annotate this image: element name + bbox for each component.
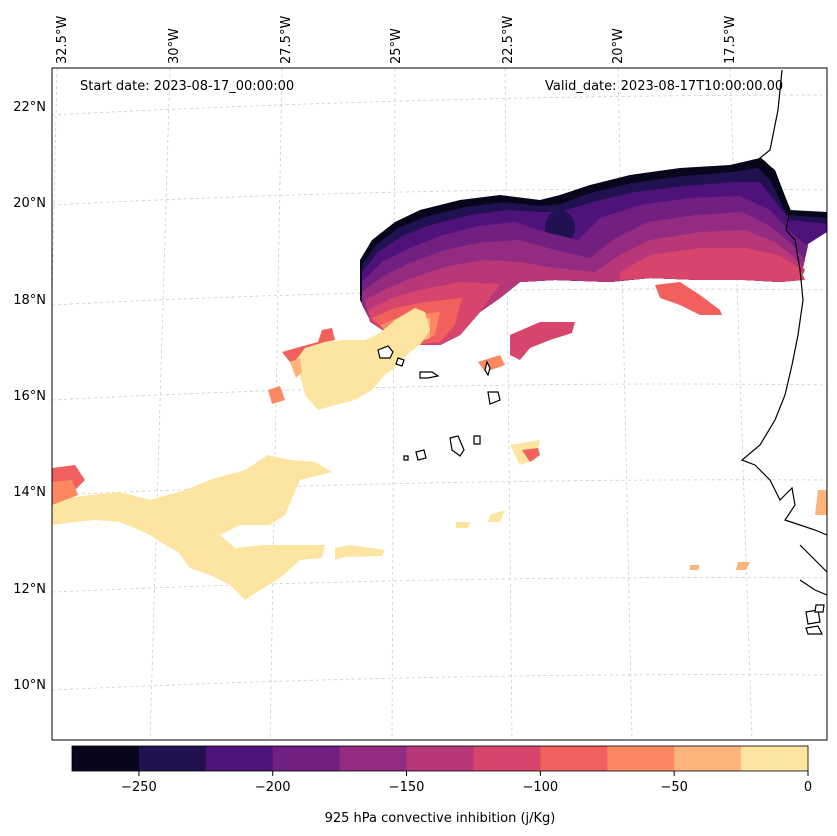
african-coastline [740, 69, 828, 596]
colorbar: −250 −200 −150 −100 −50 0 [71, 745, 812, 795]
island-brava [403, 455, 409, 461]
graticule [51, 67, 828, 741]
colorbar-tick-label: −200 [255, 780, 291, 795]
contour-small-1 [456, 522, 470, 528]
colorbar-frame [71, 745, 809, 772]
lon-label: 27.5°W [279, 16, 294, 64]
island-bissagos-1 [805, 609, 821, 625]
contour-patch-c [268, 386, 285, 404]
start-date-label: Start date: 2023-08-17_00:00:00 [80, 79, 294, 94]
island-santiago [449, 435, 465, 457]
colorbar-segment [138, 746, 207, 771]
colorbar-segment [674, 746, 742, 771]
colorbar-segment [473, 746, 541, 771]
lat-label: 14°N [13, 485, 46, 500]
colorbar-segment [607, 746, 675, 771]
contour-band-8b [655, 282, 722, 315]
colorbar-segment [339, 746, 408, 771]
island-boa-vista [487, 391, 501, 405]
latitude-labels: 22°N 20°N 18°N 16°N 14°N 12°N 10°N [13, 100, 46, 693]
island-sao-nicolau [419, 371, 440, 379]
contour-small-3 [690, 565, 700, 570]
colorbar-segment [72, 746, 140, 771]
longitude-labels: 32.5°W 30°W 27.5°W 25°W 22.5°W 20°W 17.5… [55, 16, 738, 64]
lon-label: 32.5°W [55, 16, 70, 64]
colorbar-segment [272, 746, 341, 771]
island-sal [484, 360, 491, 377]
contour-west-patch [335, 545, 385, 560]
colorbar-tick-label: −250 [121, 780, 157, 795]
colorbar-tick-label: −100 [523, 780, 559, 795]
contour-patch-b [478, 355, 505, 372]
contour-small-4 [736, 562, 750, 570]
contour-cape-verde-region [292, 308, 430, 410]
lon-label: 20°W [611, 28, 626, 64]
contour-coast-patch [815, 490, 827, 515]
island-fogo [415, 449, 427, 461]
colorbar-label: 925 hPa convective inhibition (j/Kg) [325, 811, 556, 826]
colorbar-tick-label: −150 [389, 780, 425, 795]
colorbar-tick-label: 0 [804, 780, 812, 795]
lon-label: 17.5°W [723, 16, 738, 64]
contour-small-2 [488, 510, 505, 522]
lon-label: 25°W [389, 28, 404, 64]
contour-band-7b [620, 248, 805, 282]
island-sao-vicente [395, 357, 405, 367]
contour-cape-verde-edge2 [290, 358, 302, 378]
contour-cape-verde-edge [282, 328, 335, 362]
lat-label: 22°N [13, 100, 46, 115]
contour-patch-a [510, 322, 575, 360]
map-frame [51, 67, 828, 741]
lon-label: 22.5°W [501, 16, 516, 64]
valid-date-label: Valid_date: 2023-08-17T10:00:00.00 [545, 79, 783, 94]
coastlines [377, 69, 828, 635]
lon-label: 30°W [167, 28, 182, 64]
colorbar-segment [741, 746, 809, 771]
lat-label: 20°N [13, 196, 46, 211]
lat-label: 12°N [13, 582, 46, 597]
lat-label: 18°N [13, 293, 46, 308]
island-santo-antao [377, 345, 394, 359]
colorbar-tick-label: −50 [660, 780, 687, 795]
colorbar-segment [540, 746, 608, 771]
contour-patch-d2 [522, 448, 540, 462]
cin-field [52, 158, 827, 600]
lat-label: 10°N [13, 678, 46, 693]
island-bissagos-3 [814, 604, 825, 613]
colorbar-segment [406, 746, 474, 771]
colorbar-segment [205, 746, 274, 771]
island-maio [473, 435, 481, 445]
contour-west-edge2 [52, 480, 78, 505]
island-bissagos-2 [805, 625, 823, 635]
contour-west-yellow [52, 455, 332, 600]
lat-label: 16°N [13, 389, 46, 404]
